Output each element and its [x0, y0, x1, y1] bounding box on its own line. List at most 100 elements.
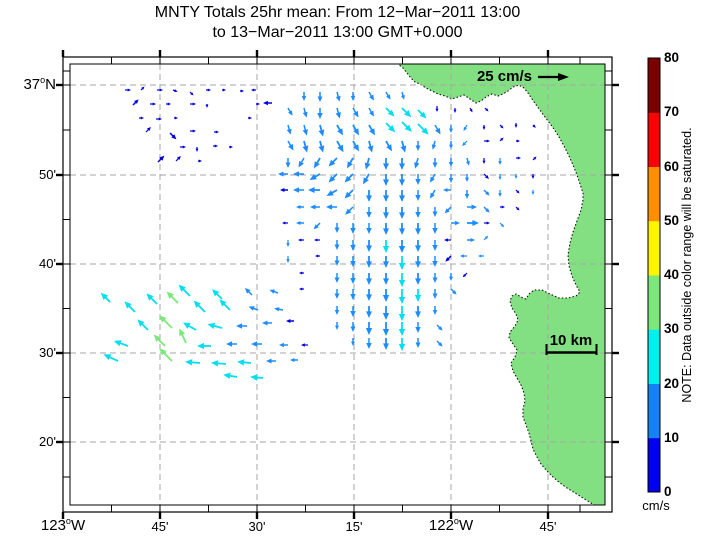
current-arrow: [336, 140, 344, 153]
current-arrow: [431, 140, 437, 150]
colorbar-segment: [648, 58, 660, 113]
current-arrow: [212, 289, 223, 300]
current-arrow: [417, 123, 429, 135]
current-arrow: [449, 141, 453, 149]
current-arrow: [515, 206, 520, 211]
current-arrow: [313, 222, 321, 230]
current-arrow: [166, 102, 171, 106]
current-arrow: [124, 301, 136, 313]
current-arrow: [432, 289, 438, 299]
current-arrow: [385, 140, 392, 152]
current-arrow: [179, 328, 187, 344]
current-arrow: [484, 221, 490, 225]
axis-ticks: [56, 50, 619, 519]
current-arrow: [443, 188, 451, 192]
current-arrow: [174, 116, 178, 120]
current-arrow: [482, 158, 486, 164]
plot-title-line2: to 13−Mar−2011 13:00 GMT+0.000: [212, 24, 463, 41]
land-mass: [396, 64, 605, 505]
current-arrow: [365, 322, 373, 335]
current-arrow: [453, 108, 457, 113]
current-arrow: [417, 109, 427, 119]
current-arrow: [302, 107, 308, 118]
current-arrow: [178, 284, 191, 297]
current-arrow: [432, 223, 438, 234]
current-arrow: [398, 240, 406, 253]
current-arrow: [113, 340, 129, 347]
current-arrow: [334, 256, 340, 266]
current-arrow: [462, 272, 468, 278]
current-arrow: [382, 289, 390, 302]
current-arrow: [251, 341, 262, 347]
current-arrow: [531, 190, 535, 195]
current-arrow: [385, 107, 395, 117]
current-arrow: [432, 207, 438, 217]
current-arrow: [213, 144, 218, 148]
current-arrow: [197, 342, 211, 350]
current-arrow: [532, 124, 536, 128]
current-arrow: [310, 204, 320, 210]
current-arrow: [430, 173, 436, 183]
current-arrow: [279, 342, 288, 348]
current-arrow: [318, 124, 325, 137]
current-arrow: [287, 140, 294, 151]
current-arrow: [430, 189, 436, 199]
current-arrow: [467, 204, 477, 210]
colorbar-tick-label: 80: [664, 50, 680, 65]
current-arrow: [137, 319, 149, 331]
current-arrow: [383, 158, 389, 170]
current-arrow: [398, 338, 406, 351]
current-arrow: [483, 173, 489, 179]
current-arrow: [326, 189, 338, 196]
scale-bar-glyph: [545, 344, 598, 355]
current-arrow: [100, 292, 111, 303]
current-arrow: [463, 124, 468, 132]
current-arrow: [478, 254, 484, 258]
current-arrow: [293, 187, 304, 193]
current-arrow: [302, 124, 308, 136]
colorbar-segment: [648, 220, 660, 276]
current-arrow: [415, 256, 421, 268]
current-arrow: [263, 100, 272, 106]
current-arrow: [516, 156, 521, 160]
current-arrow: [334, 306, 340, 315]
current-arrow: [499, 222, 505, 228]
current-arrow: [415, 141, 421, 151]
current-arrow: [140, 86, 145, 91]
vector-field: [100, 86, 537, 381]
current-arrow: [366, 338, 372, 349]
current-arrow: [274, 307, 284, 312]
scale-arrow-glyph: [538, 73, 569, 81]
current-arrow: [399, 207, 405, 219]
current-arrow: [383, 223, 389, 235]
current-arrow: [482, 125, 486, 130]
current-arrow: [432, 273, 438, 283]
current-arrow: [298, 157, 305, 168]
current-arrow: [172, 89, 178, 92]
current-arrow: [469, 107, 473, 113]
colorbar-units-label: cm/s: [642, 498, 670, 513]
current-arrow: [262, 320, 272, 326]
colorbar-segment: [648, 166, 660, 222]
current-arrow: [432, 256, 438, 267]
current-arrow: [415, 322, 421, 333]
y-tick-37N: 37oN: [23, 75, 56, 94]
current-arrow: [286, 256, 290, 263]
grid-lines: [70, 64, 605, 505]
y-tick-20: 20': [39, 434, 56, 449]
current-arrow: [286, 240, 290, 247]
current-arrow: [531, 174, 535, 179]
current-arrow: [350, 240, 356, 251]
current-arrow: [483, 235, 489, 241]
current-arrow: [436, 340, 443, 347]
current-arrow: [219, 299, 231, 311]
colorbar-tick-label: 30: [664, 321, 680, 337]
current-arrow: [280, 188, 288, 192]
current-arrow: [514, 174, 518, 179]
current-arrow: [183, 322, 197, 331]
current-arrow: [159, 348, 173, 362]
current-arrow: [317, 108, 323, 119]
current-arrow: [314, 157, 321, 169]
current-arrow: [345, 206, 354, 215]
current-arrow: [383, 273, 389, 285]
